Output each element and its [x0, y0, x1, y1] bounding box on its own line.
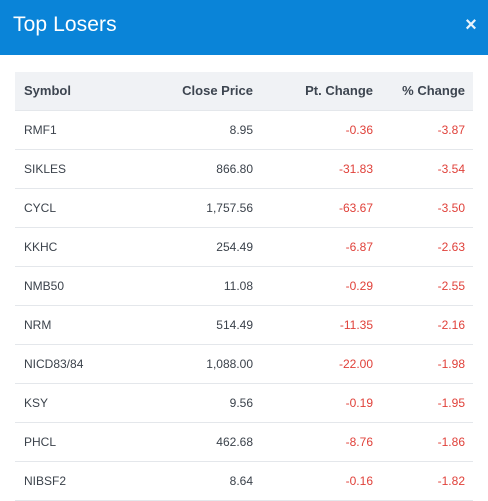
- table-row[interactable]: KSY 9.56 -0.19 -1.95: [15, 383, 473, 423]
- cell-pct-change: -1.82: [377, 461, 473, 501]
- table-row[interactable]: RMF1 8.95 -0.36 -3.87: [15, 110, 473, 150]
- cell-symbol: RMF1: [15, 110, 132, 150]
- column-header-close-price: Close Price: [132, 72, 257, 111]
- header-row: Symbol Close Price Pt. Change % Change: [15, 72, 473, 111]
- cell-close-price: 11.08: [132, 266, 257, 306]
- cell-close-price: 254.49: [132, 227, 257, 267]
- cell-pct-change: -2.16: [377, 305, 473, 345]
- table-row[interactable]: KKHC 254.49 -6.87 -2.63: [15, 227, 473, 267]
- table-row[interactable]: NRM 514.49 -11.35 -2.16: [15, 305, 473, 345]
- cell-pt-change: -0.36: [257, 110, 377, 150]
- cell-close-price: 1,757.56: [132, 188, 257, 228]
- cell-pct-change: -1.86: [377, 422, 473, 462]
- table-row[interactable]: NICD83/84 1,088.00 -22.00 -1.98: [15, 344, 473, 384]
- cell-symbol: KKHC: [15, 227, 132, 267]
- cell-pct-change: -3.87: [377, 110, 473, 150]
- table-header: Symbol Close Price Pt. Change % Change: [15, 72, 473, 111]
- cell-pt-change: -63.67: [257, 188, 377, 228]
- dialog-header: Top Losers ×: [0, 0, 488, 55]
- column-header-pt-change: Pt. Change: [257, 72, 377, 111]
- cell-pt-change: -31.83: [257, 149, 377, 189]
- cell-symbol: KSY: [15, 383, 132, 423]
- cell-close-price: 8.95: [132, 110, 257, 150]
- cell-pct-change: -3.50: [377, 188, 473, 228]
- cell-pct-change: -3.54: [377, 149, 473, 189]
- cell-pt-change: -6.87: [257, 227, 377, 267]
- cell-symbol: NIBSF2: [15, 461, 132, 501]
- column-header-pct-change: % Change: [377, 72, 473, 111]
- cell-symbol: NMB50: [15, 266, 132, 306]
- table-row[interactable]: SIKLES 866.80 -31.83 -3.54: [15, 149, 473, 189]
- cell-pct-change: -1.95: [377, 383, 473, 423]
- cell-close-price: 9.56: [132, 383, 257, 423]
- table-row[interactable]: NIBSF2 8.64 -0.16 -1.82: [15, 461, 473, 501]
- cell-symbol: SIKLES: [15, 149, 132, 189]
- close-icon[interactable]: ×: [465, 14, 477, 36]
- cell-symbol: NICD83/84: [15, 344, 132, 384]
- table-row[interactable]: PHCL 462.68 -8.76 -1.86: [15, 422, 473, 462]
- cell-pct-change: -1.98: [377, 344, 473, 384]
- cell-symbol: PHCL: [15, 422, 132, 462]
- cell-close-price: 462.68: [132, 422, 257, 462]
- cell-close-price: 1,088.00: [132, 344, 257, 384]
- cell-pct-change: -2.63: [377, 227, 473, 267]
- cell-close-price: 8.64: [132, 461, 257, 501]
- cell-pct-change: -2.55: [377, 266, 473, 306]
- cell-close-price: 866.80: [132, 149, 257, 189]
- cell-pt-change: -0.29: [257, 266, 377, 306]
- losers-table: Symbol Close Price Pt. Change % Change R…: [15, 72, 473, 501]
- table-row[interactable]: NMB50 11.08 -0.29 -2.55: [15, 266, 473, 306]
- cell-pt-change: -0.16: [257, 461, 377, 501]
- cell-symbol: CYCL: [15, 188, 132, 228]
- cell-symbol: NRM: [15, 305, 132, 345]
- column-header-symbol: Symbol: [15, 72, 132, 111]
- dialog-title: Top Losers: [13, 13, 117, 36]
- cell-pt-change: -22.00: [257, 344, 377, 384]
- losers-table-container: Symbol Close Price Pt. Change % Change R…: [15, 72, 473, 501]
- cell-pt-change: -8.76: [257, 422, 377, 462]
- table-row[interactable]: CYCL 1,757.56 -63.67 -3.50: [15, 188, 473, 228]
- cell-pt-change: -11.35: [257, 305, 377, 345]
- cell-close-price: 514.49: [132, 305, 257, 345]
- cell-pt-change: -0.19: [257, 383, 377, 423]
- table-body: RMF1 8.95 -0.36 -3.87 SIKLES 866.80 -31.83 -3.5…: [15, 110, 473, 501]
